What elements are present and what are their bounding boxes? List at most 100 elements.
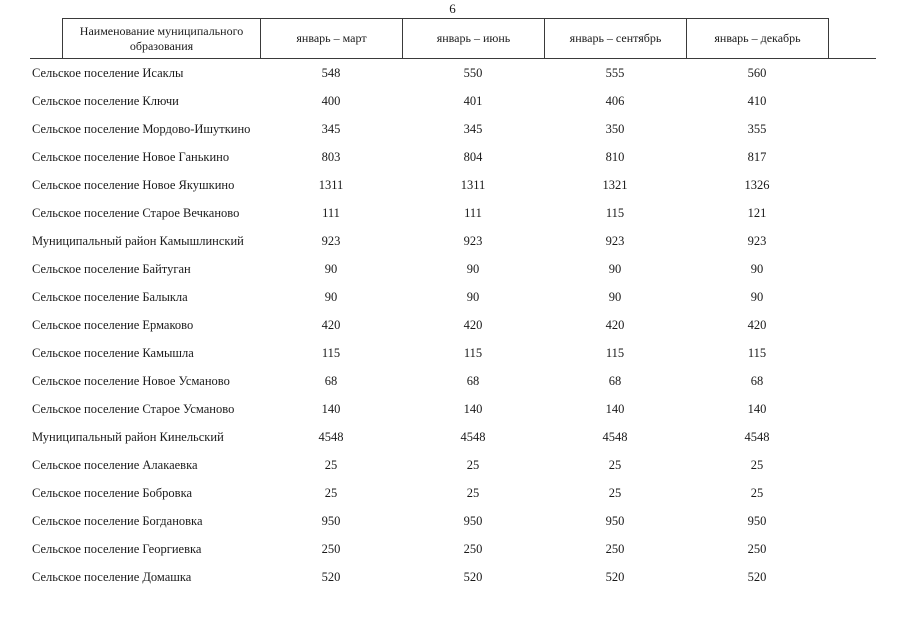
value-cell: 250 (747, 542, 767, 556)
table-row: Сельское поселение Старое Вечканово 111 11… (0, 199, 905, 227)
value-cell: 420 (321, 318, 341, 332)
value-cell: 923 (747, 234, 767, 248)
value-cell: 550 (463, 66, 483, 80)
value-cell: 140 (605, 402, 625, 416)
value-cell: 345 (321, 122, 341, 136)
value-cell: 115 (747, 346, 767, 360)
page-number: 6 (449, 1, 456, 16)
value-cell: 4548 (744, 430, 770, 444)
value-cell: 25 (750, 486, 764, 500)
header-jan-mar: январь – март (260, 18, 403, 59)
municipality-name: Муниципальный район Камышлинский (32, 234, 244, 248)
value-cell: 4548 (318, 430, 344, 444)
value-cell: 817 (747, 150, 767, 164)
municipality-name: Сельское поселение Исаклы (32, 66, 184, 80)
municipality-name: Сельское поселение Новое Якушкино (32, 178, 235, 192)
value-cell: 140 (747, 402, 767, 416)
value-cell: 90 (324, 262, 338, 276)
table-row: Сельское поселение Богдановка 950 950 950 95… (0, 507, 905, 535)
value-cell: 121 (747, 206, 767, 220)
value-cell: 140 (463, 402, 483, 416)
municipality-name: Сельское поселение Домашка (32, 570, 192, 584)
value-cell: 810 (605, 150, 625, 164)
municipality-name: Сельское поселение Старое Вечканово (32, 206, 240, 220)
table-row: Сельское поселение Домашка 520 520 520 520 (0, 563, 905, 591)
value-cell: 1311 (460, 178, 486, 192)
municipality-name: Сельское поселение Байтуган (32, 262, 191, 276)
header-jan-dec: январь – декабрь (686, 18, 829, 59)
municipality-name: Сельское поселение Богдановка (32, 514, 203, 528)
table-body: Сельское поселение Исаклы 548 550 555 560 Сел… (0, 59, 905, 591)
value-cell: 90 (608, 290, 622, 304)
value-cell: 803 (321, 150, 341, 164)
table-header-row: Наименование муниципального образования … (62, 18, 829, 59)
value-cell: 111 (464, 206, 482, 220)
value-cell: 950 (463, 514, 483, 528)
value-cell: 115 (463, 346, 483, 360)
value-cell: 923 (321, 234, 341, 248)
header-municipality-name: Наименование муниципального образования (62, 18, 261, 59)
value-cell: 555 (605, 66, 625, 80)
value-cell: 140 (321, 402, 341, 416)
value-cell: 350 (605, 122, 625, 136)
value-cell: 25 (608, 458, 622, 472)
table-row: Муниципальный район Камышлинский 923 923 92… (0, 227, 905, 255)
value-cell: 90 (324, 290, 338, 304)
table-row: Сельское поселение Старое Усманово 140 140… (0, 395, 905, 423)
value-cell: 520 (747, 570, 767, 584)
table-row: Сельское поселение Ермаково 420 420 420 420 (0, 311, 905, 339)
value-cell: 25 (466, 486, 480, 500)
value-cell: 950 (747, 514, 767, 528)
municipality-name: Сельское поселение Новое Усманово (32, 374, 230, 388)
value-cell: 250 (321, 542, 341, 556)
table-row: Муниципальный район Кинельский 4548 4548 45… (0, 423, 905, 451)
value-cell: 923 (463, 234, 483, 248)
value-cell: 68 (466, 374, 480, 388)
value-cell: 1311 (318, 178, 344, 192)
header-jan-jun: январь – июнь (402, 18, 545, 59)
value-cell: 560 (747, 66, 767, 80)
value-cell: 90 (466, 290, 480, 304)
value-cell: 950 (605, 514, 625, 528)
value-cell: 950 (321, 514, 341, 528)
value-cell: 520 (463, 570, 483, 584)
value-cell: 90 (608, 262, 622, 276)
table-row: Сельское поселение Георгиевка 250 250 250 25… (0, 535, 905, 563)
value-cell: 548 (321, 66, 341, 80)
value-cell: 25 (466, 458, 480, 472)
value-cell: 520 (321, 570, 341, 584)
value-cell: 420 (463, 318, 483, 332)
table-row: Сельское поселение Новое Усманово 68 68 68 6… (0, 367, 905, 395)
value-cell: 115 (605, 346, 625, 360)
value-cell: 68 (324, 374, 338, 388)
value-cell: 115 (321, 346, 341, 360)
value-cell: 406 (605, 94, 625, 108)
municipality-name: Сельское поселение Ермаково (32, 318, 194, 332)
value-cell: 25 (324, 458, 338, 472)
value-cell: 90 (750, 262, 764, 276)
value-cell: 25 (750, 458, 764, 472)
value-cell: 115 (605, 206, 625, 220)
value-cell: 111 (322, 206, 340, 220)
municipality-name: Сельское поселение Бобровка (32, 486, 192, 500)
value-cell: 420 (747, 318, 767, 332)
value-cell: 68 (750, 374, 764, 388)
value-cell: 1326 (744, 178, 770, 192)
municipality-name: Сельское поселение Алакаевка (32, 458, 198, 472)
municipality-name: Сельское поселение Мордово-Ишуткино (32, 122, 251, 136)
value-cell: 25 (608, 486, 622, 500)
table-row: Сельское поселение Новое Ганькино 803 804 8… (0, 143, 905, 171)
table-row: Сельское поселение Новое Якушкино 1311 131… (0, 171, 905, 199)
table-row: Сельское поселение Алакаевка 25 25 25 25 (0, 451, 905, 479)
value-cell: 923 (605, 234, 625, 248)
value-cell: 250 (605, 542, 625, 556)
table-row: Сельское поселение Ключи 400 401 406 410 (0, 87, 905, 115)
table-row: Сельское поселение Мордово-Ишуткино 345 34… (0, 115, 905, 143)
municipality-name: Сельское поселение Георгиевка (32, 542, 202, 556)
value-cell: 804 (463, 150, 483, 164)
municipality-name: Сельское поселение Ключи (32, 94, 179, 108)
municipality-name: Сельское поселение Новое Ганькино (32, 150, 230, 164)
value-cell: 4548 (460, 430, 486, 444)
table-row: Сельское поселение Балыкла 90 90 90 90 (0, 283, 905, 311)
value-cell: 68 (608, 374, 622, 388)
